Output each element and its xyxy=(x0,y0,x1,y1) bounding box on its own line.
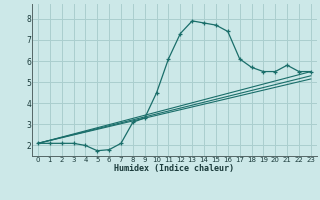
X-axis label: Humidex (Indice chaleur): Humidex (Indice chaleur) xyxy=(115,164,234,173)
